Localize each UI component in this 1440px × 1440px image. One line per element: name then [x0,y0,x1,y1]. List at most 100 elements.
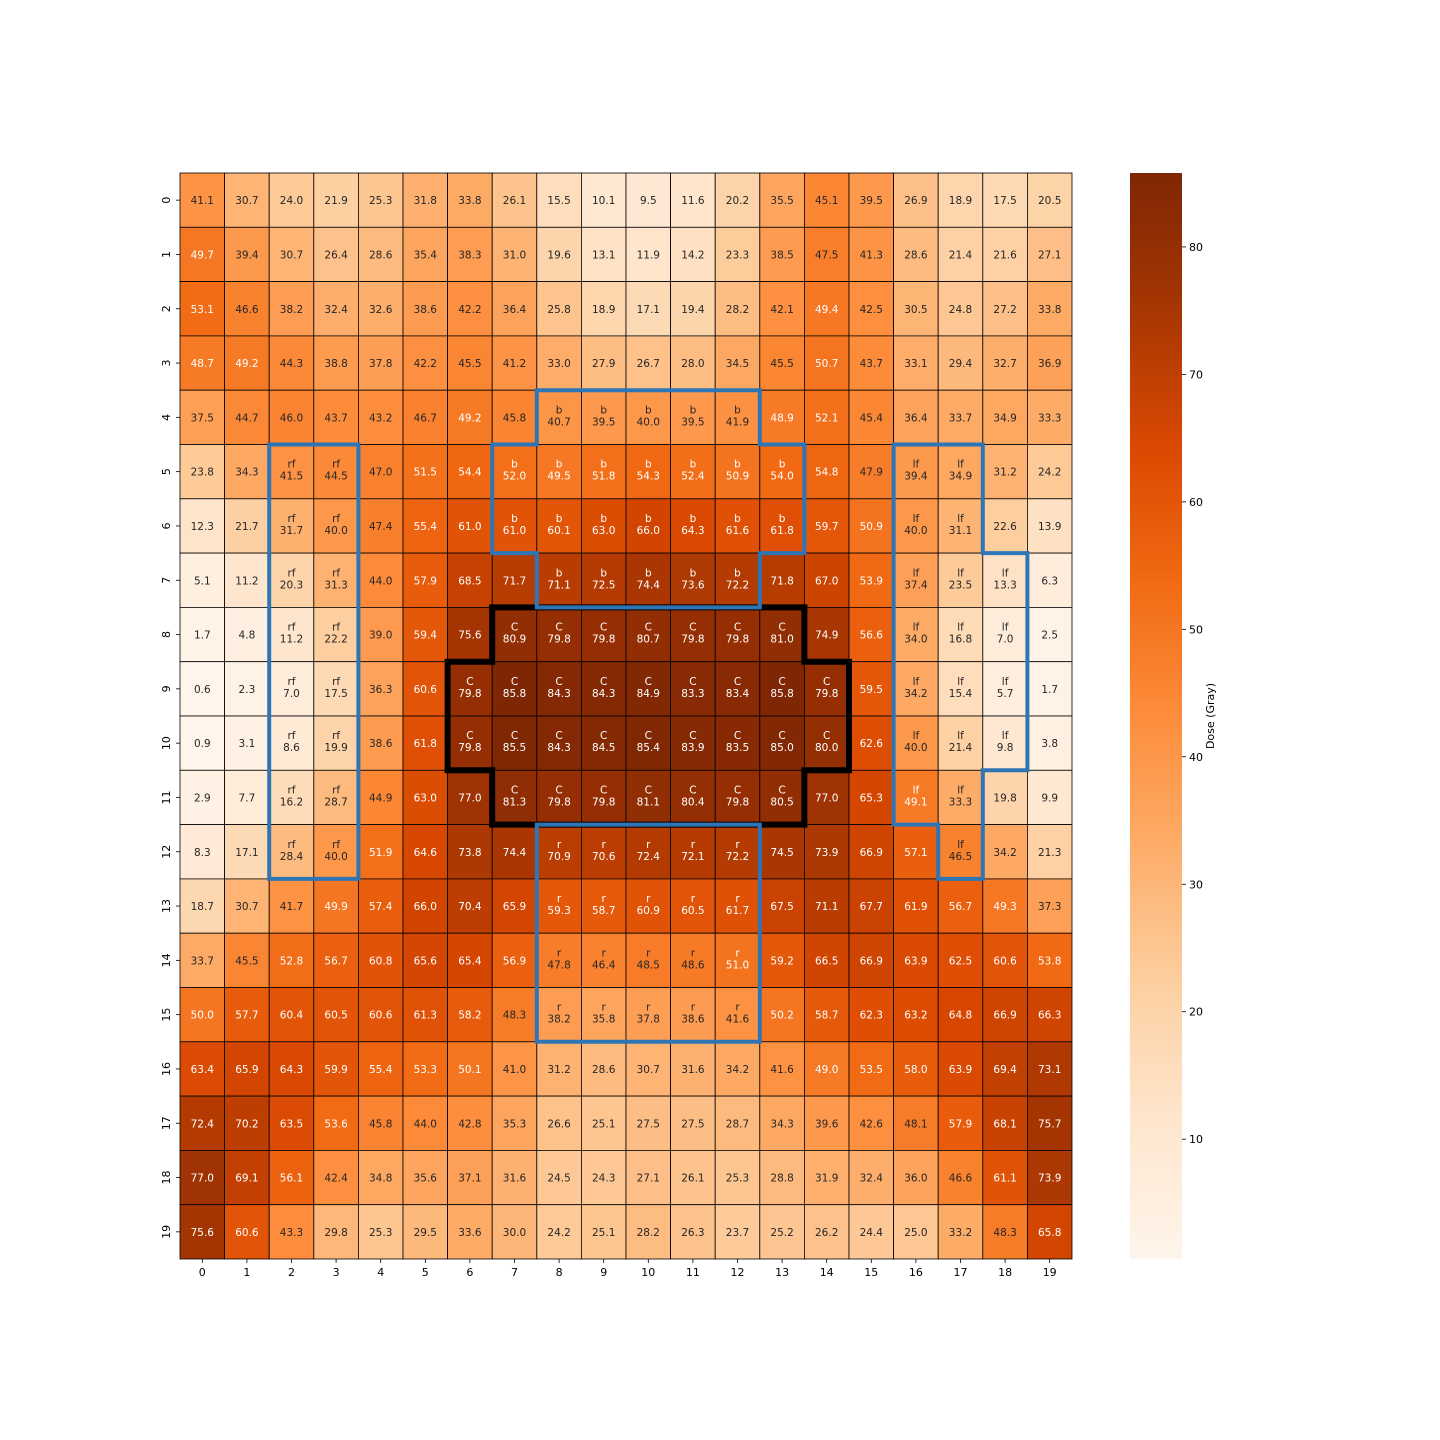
heatmap-cell: 38.2 [268,281,315,337]
heatmap-cell: 61.9 [893,878,939,934]
cell-value-label: 36.9 [1038,358,1061,370]
cell-value-label: 9.9 [1041,792,1058,804]
cell-region-label: r [646,1002,651,1014]
heatmap-cell: r51.0 [714,932,761,988]
heatmap-cell: 18.9 [581,281,627,337]
heatmap-cell: 56.9 [491,932,538,988]
cell-value-label: 34.3 [235,467,258,479]
heatmap-cell: 10.1 [581,172,627,228]
cell-region-label: rf [332,730,340,742]
heatmap-cell: 44.0 [357,552,404,608]
cell-value-label: 45.5 [770,358,793,370]
heatmap-cell: 33.3 [1027,389,1073,445]
cell-value-label: 61.1 [993,1173,1016,1185]
heatmap-cell: 26.1 [670,1150,716,1206]
cell-value-label: 24.3 [592,1173,615,1185]
cell-value-label: 11.6 [681,195,705,207]
cell-value-label: 34.2 [904,688,927,700]
heatmap-cell: r72.1 [670,824,716,880]
cell-value-label: 34.3 [770,1118,793,1130]
heatmap-cell: C83.4 [714,661,761,717]
cell-value-label: 60.1 [547,525,570,537]
y-tick-label: 19 [160,1225,173,1239]
region-outline-lf [891,442,1030,881]
cell-value-label: 64.6 [414,847,438,859]
cell-value-label: 48.9 [770,412,793,424]
cell-value-label: 19.6 [547,249,571,261]
region-outlines [267,388,1030,1044]
heatmap-cell: 31.8 [402,172,448,228]
heatmap-cell: 45.5 [224,932,270,988]
cell-value-label: 26.9 [904,195,927,207]
cell-region-label: lf [957,784,964,796]
cell-value-label: 33.8 [458,195,481,207]
heatmap-cell: 57.4 [357,878,404,934]
cell-value-label: 53.9 [860,575,883,587]
heatmap-cell: 45.5 [447,335,493,391]
heatmap-cell: C83.9 [670,715,716,771]
cell-region-label: b [600,459,607,471]
heatmap-cell: 26.6 [536,1095,582,1151]
cell-value-label: 3.1 [239,738,256,750]
y-tick-label: 14 [160,953,173,967]
cell-value-label: 41.6 [726,1014,750,1026]
cell-region-label: rf [332,622,340,634]
x-tick-label: 4 [377,1266,384,1279]
cell-region-label: rf [287,784,295,796]
heatmap-cell: 36.3 [357,661,404,717]
cell-value-label: 35.4 [414,249,438,261]
cell-value-label: 17.1 [235,847,258,859]
cell-region-label: b [734,459,741,471]
y-tick-label: 18 [160,1171,173,1185]
cell-region-label: lf [913,730,920,742]
colorbar-tick-label: 60 [1189,496,1203,509]
cell-region-label: lf [913,513,920,525]
heatmap-cell: 22.6 [982,498,1028,554]
cell-value-label: 69.1 [235,1173,258,1185]
heatmap-cell: 66.5 [804,932,850,988]
heatmap-cell: 59.5 [848,661,894,717]
heatmap-cell: 74.5 [759,824,805,880]
cell-value-label: 38.3 [458,249,481,261]
heatmap-cell: 27.5 [625,1095,671,1151]
heatmap-cell: 48.9 [759,389,805,445]
cell-value-label: 39.5 [681,416,704,428]
heatmap-cell: C79.8 [581,607,627,663]
heatmap-cell: r47.8 [536,932,582,988]
heatmap-cell: 38.8 [313,335,359,391]
cell-region-label: b [734,567,741,579]
heatmap-cell: 19.4 [670,281,716,337]
cell-value-label: 28.7 [726,1118,749,1130]
cell-value-label: 21.4 [949,742,973,754]
heatmap-cell: 68.5 [447,552,493,608]
heatmap-cell: r38.6 [670,987,716,1043]
cell-value-label: 79.8 [815,688,838,700]
cell-value-label: 17.1 [637,304,660,316]
cell-value-label: 42.2 [458,304,481,316]
cell-value-label: 45.8 [369,1118,392,1130]
heatmap-cell: 24.2 [536,1204,582,1260]
cell-value-label: 28.6 [369,249,393,261]
cell-value-label: 13.9 [1038,521,1061,533]
heatmap-cell: 41.7 [268,878,315,934]
x-tick-label: 16 [909,1266,923,1279]
cell-value-label: 48.3 [993,1227,1016,1239]
heatmap-cell: 24.3 [581,1150,627,1206]
heatmap-cell: 24.0 [268,172,315,228]
cell-value-label: 84.5 [592,742,615,754]
cell-value-label: 70.4 [458,901,482,913]
heatmap-cell: 57.7 [224,987,270,1043]
heatmap-cell: C79.8 [581,769,627,825]
heatmap-cell: 42.5 [848,281,894,337]
cell-value-label: 61.0 [458,521,481,533]
